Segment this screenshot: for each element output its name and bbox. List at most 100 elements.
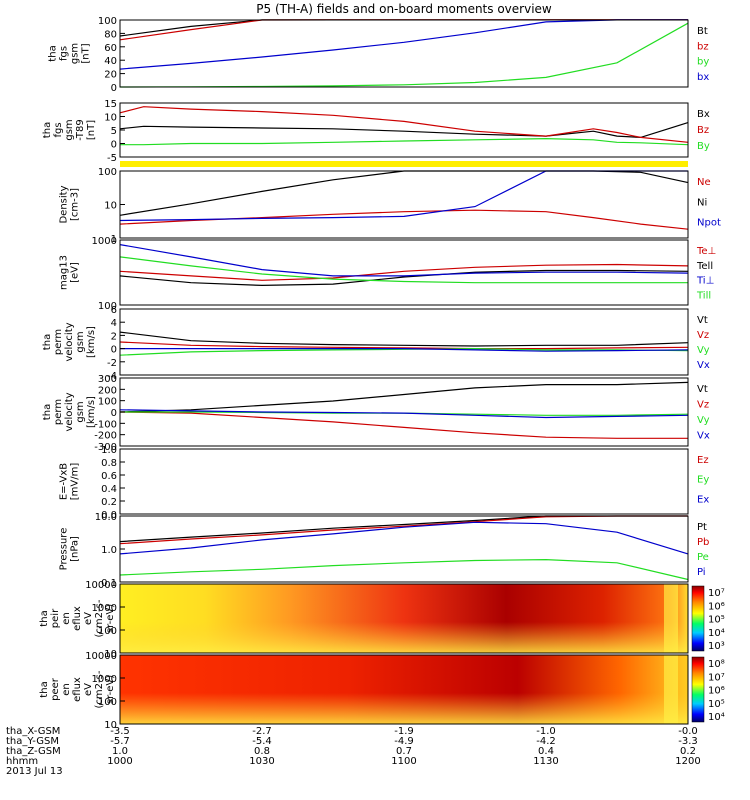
y-label-line: (cm2-s- [94, 599, 105, 637]
colorbar [691, 656, 705, 723]
legend-Tell: Tell [696, 261, 713, 272]
legend-Ni: Ni [697, 197, 707, 208]
footer-value: 1030 [249, 756, 274, 767]
y-tick-label: 1000 [92, 236, 117, 247]
footer-value: 0.4 [538, 746, 554, 757]
legend-Pt: Pt [697, 522, 707, 533]
footer-value: 1100 [391, 756, 416, 767]
footer-row-label: tha_Y-GSM [6, 736, 59, 747]
y-label-line: [nT] [86, 120, 97, 140]
footer-value: 1.0 [112, 746, 128, 757]
legend-Vt: Vt [697, 384, 708, 395]
colorbar [691, 585, 705, 652]
y-axis-label: tha perm velocity gsm [km/s] [42, 392, 97, 431]
y-axis-label: tha fgs gsm [nT] [48, 43, 92, 64]
y-tick-label: 5 [111, 126, 117, 137]
footer-value: -5.7 [110, 736, 130, 747]
y-tick-label: -5 [107, 153, 117, 164]
heatmap-edge [664, 655, 678, 724]
y-tick-label: 0.2 [101, 497, 117, 508]
panel-density: 100 10 1 Density [cm-3] Ne Ni Npot [59, 167, 721, 245]
y-label-line: peer [50, 677, 61, 701]
series-line-By [120, 137, 689, 146]
y-tick-label: 10.0 [95, 512, 117, 523]
colorbar-tick-label: 10⁶ [708, 601, 725, 612]
panel-peer-eflux: 10⁸ 10⁷ 10⁶ 10⁵ 10⁴ 10000 1000 100 10 tha peer en ef… [39, 651, 725, 731]
y-label-line: gsm [75, 401, 86, 422]
y-tick-label: -100 [94, 419, 117, 430]
y-tick-label: 1000 [92, 603, 117, 614]
series-line-Vt [119, 331, 689, 347]
colorbar-tick-label: 10³ [708, 641, 725, 652]
y-label-line: en [61, 612, 72, 625]
footer-value: 1130 [533, 756, 558, 767]
footer-row-label: hhmm [6, 756, 38, 767]
footer-row-label: 2013 Jul 13 [6, 766, 63, 777]
footer-row-label: tha_X-GSM [6, 726, 60, 737]
colorbar-tick-label: 10⁷ [708, 672, 725, 683]
panel-peir-eflux: 10⁷ 10⁶ 10⁵ 10⁴ 10³ 10000 1000 100 10 tha peir en ef… [39, 580, 725, 660]
y-tick-label: 0 [111, 345, 117, 356]
legend-By: By [697, 141, 710, 152]
y-tick-label: -300 [94, 442, 117, 453]
footer-value: 0.2 [680, 746, 696, 757]
footer-value: -4.2 [536, 736, 556, 747]
legend-Vz: Vz [697, 400, 709, 411]
y-tick-label: 60 [104, 43, 117, 54]
legend-by: by [697, 57, 709, 68]
y-tick-label: 100 [98, 301, 117, 312]
y-tick-label: 200 [98, 385, 117, 396]
y-label-line: eV [83, 683, 94, 696]
series-line-Tell [119, 269, 689, 287]
y-tick-label: 1 [111, 234, 117, 245]
y-axis-label: tha perm velocity gsm [km/s] [42, 322, 97, 361]
y-tick-label: 0.6 [101, 471, 117, 482]
legend-Bz: Bz [697, 125, 709, 136]
y-tick-label: 100 [98, 397, 117, 408]
y-tick-label: 10 [104, 113, 117, 124]
legend-Ez: Ez [697, 455, 709, 466]
y-label-line: fgs [53, 122, 64, 137]
figure-title: P5 (TH-A) fields and on-board moments ov… [256, 2, 552, 16]
panel-fgs-gsm: 100 80 60 40 20 0 tha fgs gsm [nT] Bt bz by bx [48, 16, 710, 94]
y-label-line: [eV] [70, 262, 81, 283]
colorbar-tick-label: 10⁵ [708, 615, 725, 626]
footer-value: -4.9 [394, 736, 414, 747]
series-line-bz [119, 19, 688, 41]
series-line-Ti⊥ [119, 244, 689, 277]
colorbar-tick-label: 10⁸ [708, 659, 725, 670]
footer-value: -5.4 [252, 736, 272, 747]
y-label-line: tha [39, 610, 50, 626]
panel-exb: 1.0 0.8 0.6 0.4 0.2 0.0 E=-VxB [mV/m] Ez Ey Ex [59, 445, 710, 521]
panel-pressure: 10.0 1.0 0.1 Pressure [nPa] Pt Pb Pe Pi [59, 512, 710, 589]
y-label-line: eflux [72, 677, 83, 702]
y-tick-label: 100 [98, 167, 117, 178]
series-line-Ni [119, 170, 689, 216]
y-label-line: tha [42, 122, 53, 138]
footer-value: -1.9 [394, 726, 414, 737]
y-tick-label: 10000 [85, 580, 117, 591]
y-tick-label: 100 [98, 16, 117, 27]
y-label-line: tha [39, 681, 50, 697]
series-line-Pe [119, 558, 689, 581]
y-label-line: sr-eV) [105, 675, 116, 704]
series-line-Vz [119, 341, 689, 350]
panel-frame [119, 448, 689, 515]
series-line-Te⊥ [119, 263, 689, 281]
y-tick-label: 0.4 [101, 484, 117, 495]
legend-Npot: Npot [697, 218, 721, 229]
legend-Vy: Vy [697, 345, 710, 356]
y-tick-label: 100 [98, 626, 117, 637]
y-label-line: -T89 [75, 119, 86, 141]
y-label-line: (cm2-s- [94, 670, 105, 708]
series-line-Pi [119, 521, 689, 555]
y-label-line: gsm [75, 331, 86, 352]
footer-value: -0.0 [678, 726, 698, 737]
panel-frame [119, 170, 689, 239]
y-tick-label: 2 [111, 331, 117, 342]
y-tick-label: 20 [104, 70, 117, 81]
legend-bx: bx [697, 72, 709, 83]
heatmap-low-energy-band [120, 655, 688, 724]
panel-frame [119, 19, 689, 88]
